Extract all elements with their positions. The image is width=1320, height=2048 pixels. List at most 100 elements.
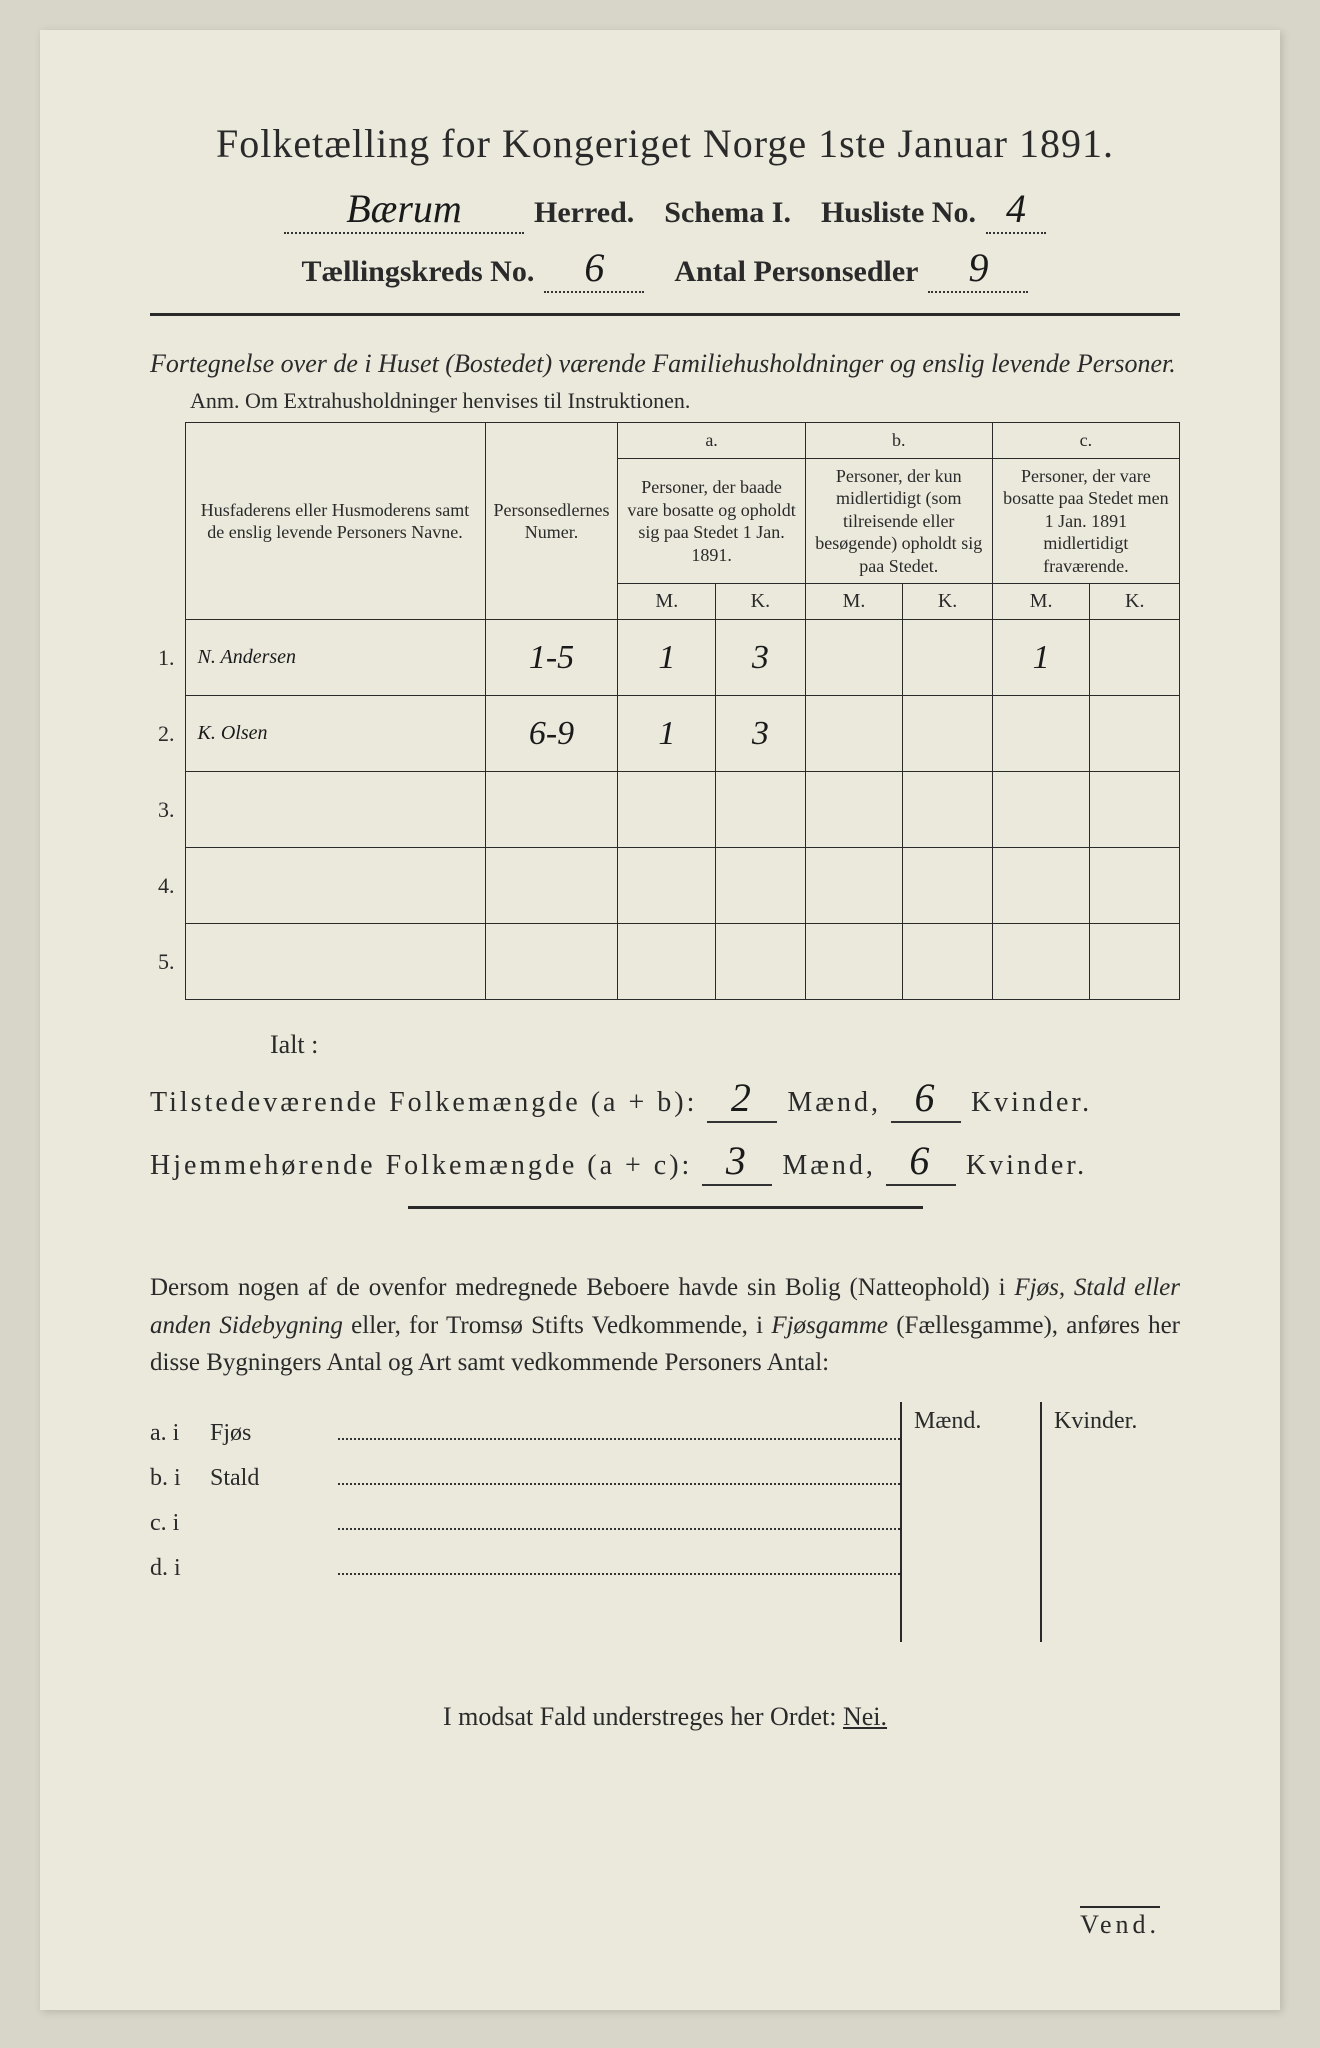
row-numer bbox=[485, 924, 618, 1000]
herred-label: Herred. bbox=[534, 196, 634, 230]
row-c-k bbox=[1090, 620, 1180, 696]
kreds-value: 6 bbox=[544, 244, 644, 293]
hjemme-label: Hjemmehørende Folkemængde (a + c): bbox=[150, 1150, 692, 1181]
row-c-k bbox=[1090, 924, 1180, 1000]
table-row: 3. bbox=[150, 772, 1180, 848]
list-text: Fjøs bbox=[210, 1420, 330, 1447]
row-c-k bbox=[1090, 848, 1180, 924]
table-row: 5. bbox=[150, 924, 1180, 1000]
kvinder-label-2: Kvinder. bbox=[966, 1150, 1087, 1181]
col-b-k: K. bbox=[903, 584, 992, 620]
side-kvinder: Kvinder. bbox=[1040, 1402, 1180, 1642]
row-b-m bbox=[805, 924, 903, 1000]
row-b-m bbox=[805, 696, 903, 772]
list-label: b. i bbox=[150, 1465, 210, 1492]
row-c-m bbox=[992, 924, 1090, 1000]
hjemme-k: 6 bbox=[886, 1137, 956, 1186]
row-c-k bbox=[1090, 696, 1180, 772]
row-numer bbox=[485, 772, 618, 848]
tilstede-m: 2 bbox=[707, 1074, 777, 1123]
list-label: a. i bbox=[150, 1420, 210, 1447]
row-b-m bbox=[805, 772, 903, 848]
row-name: N. Andersen bbox=[185, 620, 485, 696]
row-a-k: 3 bbox=[716, 696, 805, 772]
kvinder-label: Kvinder. bbox=[971, 1087, 1092, 1118]
col-c-label: c. bbox=[992, 423, 1179, 459]
dots bbox=[338, 1551, 900, 1575]
tilstede-k: 6 bbox=[891, 1074, 961, 1123]
row-a-m: 1 bbox=[618, 696, 716, 772]
row-number: 2. bbox=[150, 696, 185, 772]
list-label: d. i bbox=[150, 1555, 210, 1582]
row-a-k bbox=[716, 772, 805, 848]
col-name: Husfaderens eller Husmoderens samt de en… bbox=[185, 423, 485, 620]
totals-tilstede: Tilstedeværende Folkemængde (a + b): 2 M… bbox=[150, 1074, 1180, 1123]
row-c-m bbox=[992, 696, 1090, 772]
divider-2 bbox=[408, 1206, 923, 1209]
table-row: 1.N. Andersen1-5131 bbox=[150, 620, 1180, 696]
table-row: 2.K. Olsen6-913 bbox=[150, 696, 1180, 772]
row-a-k bbox=[716, 924, 805, 1000]
row-b-k bbox=[903, 696, 992, 772]
side-maend: Mænd. bbox=[900, 1402, 1040, 1642]
col-c-m: M. bbox=[992, 584, 1090, 620]
list-item: c. i bbox=[150, 1506, 900, 1537]
list-label: c. i bbox=[150, 1510, 210, 1537]
row-numer: 1-5 bbox=[485, 620, 618, 696]
col-b-m: M. bbox=[805, 584, 903, 620]
dots bbox=[338, 1506, 900, 1530]
dots bbox=[338, 1461, 900, 1485]
maend-label-2: Mænd, bbox=[782, 1150, 876, 1181]
col-b: Personer, der kun midlertidigt (som tilr… bbox=[805, 458, 992, 584]
row-b-k bbox=[903, 772, 992, 848]
list-text: Stald bbox=[210, 1465, 330, 1492]
row-a-m bbox=[618, 924, 716, 1000]
col-a-m: M. bbox=[618, 584, 716, 620]
row-name bbox=[185, 772, 485, 848]
ialt-label: Ialt : bbox=[150, 1030, 1180, 1060]
row-number: 4. bbox=[150, 848, 185, 924]
row-number: 5. bbox=[150, 924, 185, 1000]
kreds-label: Tællingskreds No. bbox=[302, 255, 535, 289]
hjemme-m: 3 bbox=[702, 1137, 772, 1186]
row-number: 3. bbox=[150, 772, 185, 848]
schema-label: Schema I. bbox=[664, 196, 791, 230]
col-b-label: b. bbox=[805, 423, 992, 459]
row-numer bbox=[485, 848, 618, 924]
anmerkning: Anm. Om Extrahusholdninger henvises til … bbox=[150, 388, 1180, 414]
col-c-k: K. bbox=[1090, 584, 1180, 620]
census-page: Folketælling for Kongeriget Norge 1ste J… bbox=[40, 30, 1280, 2010]
row-a-m bbox=[618, 848, 716, 924]
fortegnelse-heading: Fortegnelse over de i Huset (Bostedet) v… bbox=[150, 346, 1180, 382]
dots bbox=[338, 1416, 900, 1440]
row-a-k bbox=[716, 848, 805, 924]
table-row: 4. bbox=[150, 848, 1180, 924]
row-a-k: 3 bbox=[716, 620, 805, 696]
list-item: b. iStald bbox=[150, 1461, 900, 1492]
row-b-m bbox=[805, 848, 903, 924]
col-a-k: K. bbox=[716, 584, 805, 620]
household-table: Husfaderens eller Husmoderens samt de en… bbox=[150, 422, 1180, 1000]
husliste-label: Husliste No. bbox=[821, 196, 976, 230]
row-numer: 6-9 bbox=[485, 696, 618, 772]
row-b-m bbox=[805, 620, 903, 696]
side-building-table: a. iFjøsb. iStaldc. id. i Mænd. Kvinder. bbox=[150, 1402, 1180, 1642]
nei-word: Nei. bbox=[843, 1702, 887, 1731]
col-numer: Personsedlernes Numer. bbox=[485, 423, 618, 620]
personsedler-value: 9 bbox=[928, 244, 1028, 293]
row-a-m bbox=[618, 772, 716, 848]
col-a: Personer, der baade vare bosatte og opho… bbox=[618, 458, 805, 584]
list-item: d. i bbox=[150, 1551, 900, 1582]
row-c-m bbox=[992, 848, 1090, 924]
row-name bbox=[185, 924, 485, 1000]
row-a-m: 1 bbox=[618, 620, 716, 696]
meta-line-1: Bærum Herred. Schema I. Husliste No. 4 bbox=[150, 185, 1180, 234]
page-title: Folketælling for Kongeriget Norge 1ste J… bbox=[150, 120, 1180, 167]
husliste-value: 4 bbox=[986, 185, 1046, 234]
nei-line: I modsat Fald understreges her Ordet: Ne… bbox=[150, 1702, 1180, 1732]
maend-label: Mænd, bbox=[787, 1087, 881, 1118]
side-building-paragraph: Dersom nogen af de ovenfor medregnede Be… bbox=[150, 1269, 1180, 1382]
row-b-k bbox=[903, 924, 992, 1000]
herred-value: Bærum bbox=[284, 185, 524, 234]
tilstede-label: Tilstedeværende Folkemængde (a + b): bbox=[150, 1087, 697, 1118]
